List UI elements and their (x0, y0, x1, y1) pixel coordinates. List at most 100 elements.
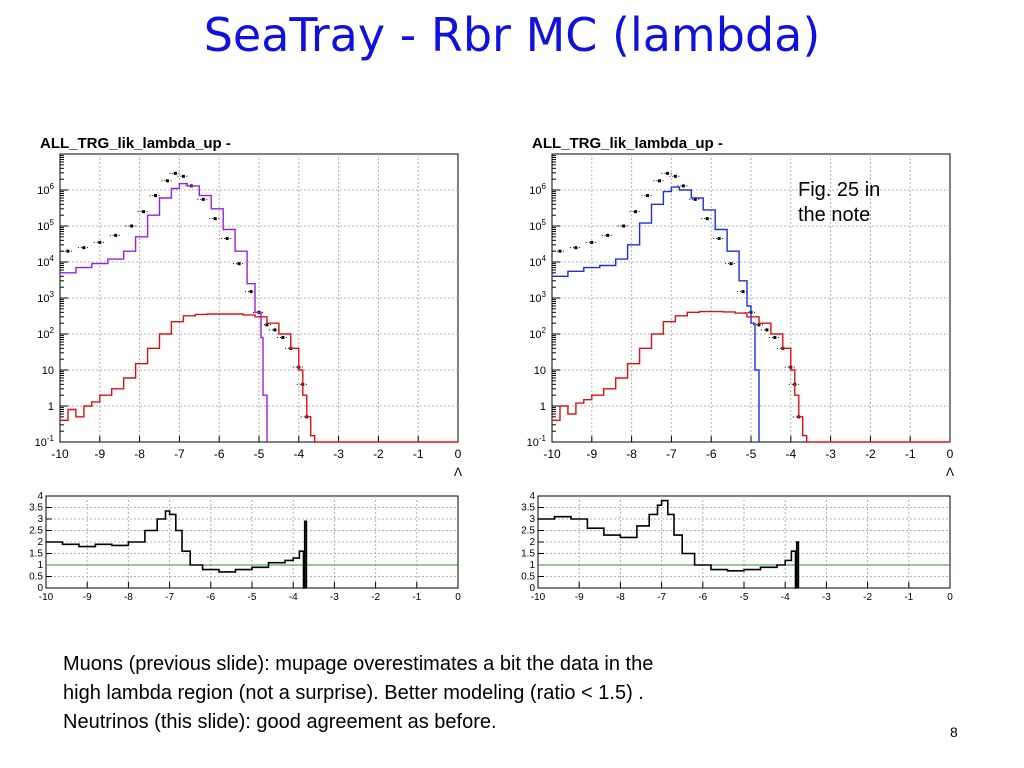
y-tick-exponent: -1 (539, 434, 547, 443)
mc-histogram-line (60, 183, 268, 442)
y-tick-base: 10 (37, 185, 49, 197)
y-tick-label: 3 (529, 514, 535, 525)
y-tick-label: 4 (37, 491, 43, 502)
y-tick-exponent: 5 (50, 218, 55, 227)
y-tick-label: 1.5 (29, 549, 43, 560)
caption-line-3: Neutrinos (this slide): good agreement a… (63, 711, 497, 733)
x-tick-label: 0 (455, 592, 461, 603)
y-tick-exponent: 6 (542, 182, 547, 191)
ratio-line (46, 510, 308, 589)
x-tick-label: 0 (455, 447, 462, 461)
data-point (273, 328, 277, 332)
y-tick-label: 0 (37, 583, 43, 594)
neutrino-histogram-line (60, 313, 458, 443)
y-tick-base: 10 (35, 437, 47, 449)
data-point (665, 171, 669, 175)
x-axis-label: Λ (454, 465, 462, 478)
x-tick-label: 0 (947, 447, 954, 461)
y-tick-base: 10 (529, 257, 541, 269)
x-tick-label: -2 (371, 592, 380, 603)
y-tick-label: 1 (37, 560, 43, 571)
chart-title: ALL_TRG_lik_lambda_up - (532, 135, 723, 152)
data-point (705, 217, 709, 221)
x-tick-label: -9 (586, 447, 597, 461)
y-tick-label: 2 (529, 537, 535, 548)
y-tick-label: 0.5 (521, 572, 535, 583)
y-tick-label: 2 (37, 537, 43, 548)
x-tick-label: -1 (413, 447, 424, 461)
bottom-left-ratio-plot: -10 -9 -8 -7 -6 -5 -4 -3 -2 -1 000.511.522.533.54 (29, 491, 461, 603)
y-tick-label: 10 (534, 365, 546, 377)
y-tick-exponent: 3 (542, 290, 547, 299)
y-tick-base: 1 (540, 401, 546, 413)
y-tick-label: 10 (42, 365, 54, 377)
caption-line-2: high lambda region (not a surprise). Bet… (63, 682, 644, 704)
data-point (729, 262, 733, 266)
y-tick-label: 105 (529, 218, 546, 233)
x-tick-label: -3 (825, 447, 836, 461)
y-tick-label: 1 (529, 560, 535, 571)
bottom-right-ratio-plot: -10 -9 -8 -7 -6 -5 -4 -3 -2 -1 000.511.522.533.54 (521, 491, 953, 603)
y-tick-exponent: 3 (50, 290, 55, 299)
top-left-histogram: ALL_TRG_lik_lambda_up --10 -9 -8 -7 -6 -5 -4 -3… (35, 135, 462, 478)
x-tick-label: -2 (373, 447, 384, 461)
y-tick-label: 0 (529, 583, 535, 594)
y-tick-base: 10 (37, 221, 49, 233)
x-tick-label: -6 (698, 592, 707, 603)
y-tick-base: 10 (529, 329, 541, 341)
y-tick-label: 0.5 (29, 572, 43, 583)
caption-line-1: Muons (previous slide): mupage overestim… (63, 653, 654, 675)
x-tick-label: -8 (626, 447, 637, 461)
x-tick-label: -1 (904, 592, 913, 603)
x-tick-label: -2 (863, 592, 872, 603)
y-tick-base: 10 (529, 185, 541, 197)
y-tick-label: 1 (540, 401, 546, 413)
x-tick-label: -8 (616, 592, 625, 603)
y-tick-label: 10-1 (527, 434, 547, 449)
x-tick-label: -9 (575, 592, 584, 603)
x-tick-label: -10 (39, 592, 54, 603)
x-tick-label: -4 (781, 592, 790, 603)
figure-note: Fig. 25 in the note (798, 178, 908, 228)
x-tick-label: -7 (174, 447, 185, 461)
x-tick-label: -4 (293, 447, 304, 461)
y-tick-label: 3.5 (29, 503, 43, 514)
slide-title: SeaTray - Rbr MC (lambda) (203, 8, 821, 62)
x-tick-label: -9 (83, 592, 92, 603)
data-point (606, 233, 610, 237)
y-tick-label: 104 (37, 254, 54, 269)
y-tick-label: 1.5 (521, 549, 535, 560)
data-point (741, 290, 745, 294)
y-tick-label: 102 (529, 326, 546, 341)
x-tick-label: -5 (746, 447, 757, 461)
y-tick-base: 10 (37, 257, 49, 269)
x-tick-label: -9 (94, 447, 105, 461)
x-tick-label: -3 (822, 592, 831, 603)
page-number: 8 (950, 724, 958, 740)
y-tick-label: 103 (529, 290, 546, 305)
x-tick-label: -7 (657, 592, 666, 603)
x-tick-label: -10 (51, 447, 69, 461)
y-tick-base: 10 (529, 293, 541, 305)
mc-histogram-line (552, 186, 760, 442)
y-tick-label: 4 (529, 491, 535, 502)
x-tick-label: -4 (289, 592, 298, 603)
y-tick-base: 10 (529, 221, 541, 233)
y-tick-label: 3.5 (521, 503, 535, 514)
y-tick-label: 1 (48, 401, 54, 413)
x-tick-label: -7 (165, 592, 174, 603)
y-tick-label: 106 (529, 182, 546, 197)
y-tick-base: 10 (37, 293, 49, 305)
y-tick-label: 103 (37, 290, 54, 305)
y-tick-exponent: 2 (50, 326, 55, 335)
y-tick-base: 10 (534, 365, 546, 377)
x-tick-label: -2 (865, 447, 876, 461)
x-tick-label: -5 (248, 592, 257, 603)
y-tick-label: 106 (37, 182, 54, 197)
x-tick-label: -6 (706, 447, 717, 461)
x-tick-label: -10 (531, 592, 546, 603)
y-tick-exponent: 4 (542, 254, 547, 263)
x-tick-label: -8 (124, 592, 133, 603)
data-point (590, 240, 594, 244)
y-tick-base: 1 (48, 401, 54, 413)
